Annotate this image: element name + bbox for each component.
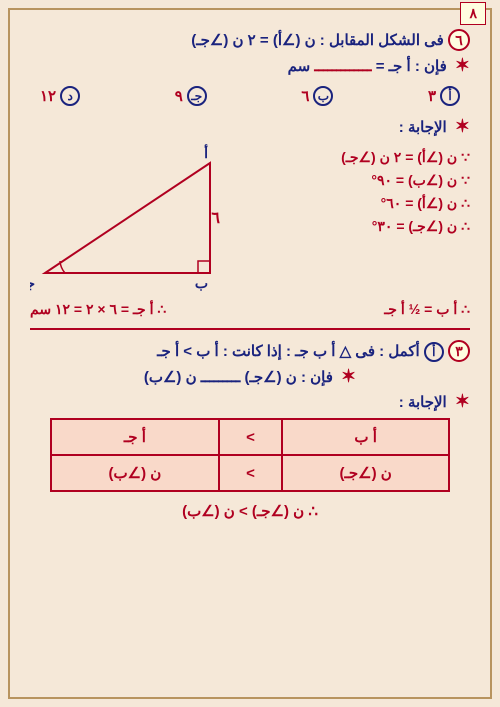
q2-given-text: فإن : ن (∠جـ) ـــــــــ ن (∠ب) xyxy=(144,369,333,386)
option-c: جـ ٩ xyxy=(175,86,207,106)
q2-final: ∴ ن (∠جـ) > ن (∠ب) xyxy=(30,502,470,520)
opt-c-value: ٩ xyxy=(175,87,183,105)
q1-number: ٦ xyxy=(448,29,470,51)
q1-given: ✶ فإن : أ جـ = ـــــــــــــ سم xyxy=(30,55,470,76)
table-wrap: أ ب > أ جـ ن (∠جـ) > ن (∠ب) xyxy=(30,418,470,492)
opt-d-letter: د xyxy=(60,86,80,106)
eq-2: ∵ ن (∠ب) = ٩٠° xyxy=(240,172,470,189)
vertex-br: ب xyxy=(195,275,208,291)
options-row: أ ٣ ب ٦ جـ ٩ د ١٢ xyxy=(30,80,470,112)
conclusion-row: ∴ أ ب = ½ أ جـ ∴ أ جـ = ٦ × ٢ = ١٢ سم xyxy=(30,301,470,318)
star-icon: ✶ xyxy=(455,391,470,411)
star-icon: ✶ xyxy=(341,366,356,386)
side-label: ٦ xyxy=(211,210,220,227)
option-d: د ١٢ xyxy=(40,86,80,106)
option-b: ب ٦ xyxy=(301,86,333,106)
q2-given: ✶ فإن : ن (∠جـ) ـــــــــ ن (∠ب) xyxy=(30,366,470,387)
separator xyxy=(30,328,470,330)
q2-text: أكمل : فى △ أ ب جـ : إذا كانت : أ ب > أ … xyxy=(157,343,420,360)
q2-answer-text: الإجابة : xyxy=(399,394,447,411)
q2-prompt: ٣ أ أكمل : فى △ أ ب جـ : إذا كانت : أ ب … xyxy=(30,340,470,362)
td-1: ن (∠جـ) xyxy=(282,455,449,491)
star-icon: ✶ xyxy=(455,55,470,75)
geometry-section: ∵ ن (∠أ) = ٢ ن (∠جـ) ∵ ن (∠ب) = ٩٠° ∴ ن … xyxy=(30,143,470,293)
star-icon: ✶ xyxy=(455,116,470,136)
table-row: ن (∠جـ) > ن (∠ب) xyxy=(51,455,449,491)
comparison-table: أ ب > أ جـ ن (∠جـ) > ن (∠ب) xyxy=(50,418,450,492)
table-row: أ ب > أ جـ xyxy=(51,419,449,455)
opt-b-value: ٦ xyxy=(301,87,309,105)
triangle-diagram: أ ب جـ ٦ xyxy=(30,143,240,293)
q2-answer-label: ✶ الإجابة : xyxy=(30,391,470,412)
th-3: أ جـ xyxy=(51,419,219,455)
eq-3: ∴ ن (∠أ) = ٦٠° xyxy=(240,195,470,212)
opt-b-letter: ب xyxy=(313,86,333,106)
conclusion-right: ∴ أ ب = ½ أ جـ xyxy=(384,301,470,318)
q1-answer-label: ✶ الإجابة : xyxy=(30,116,470,137)
q1-given-label: فإن : أ جـ = xyxy=(376,58,447,75)
equations: ∵ ن (∠أ) = ٢ ن (∠جـ) ∵ ن (∠ب) = ٩٠° ∴ ن … xyxy=(240,143,470,241)
td-2: > xyxy=(219,455,282,491)
eq-1: ∵ ن (∠أ) = ٢ ن (∠جـ) xyxy=(240,149,470,166)
eq-4: ∴ ن (∠جـ) = ٣٠° xyxy=(240,218,470,235)
th-2: > xyxy=(219,419,282,455)
page-number: ٨ xyxy=(460,2,486,25)
opt-d-value: ١٢ xyxy=(40,87,56,105)
opt-a-letter: أ xyxy=(440,86,460,106)
q1-unit: سم xyxy=(288,58,311,75)
q2-number: ٣ xyxy=(448,340,470,362)
sub-icon: أ xyxy=(424,342,444,362)
q1-text: فى الشكل المقابل : ن (∠أ) = ٢ ن (∠جـ) xyxy=(191,32,444,49)
vertex-bl: جـ xyxy=(30,275,35,291)
opt-c-letter: جـ xyxy=(187,86,207,106)
q1-answer-text: الإجابة : xyxy=(399,119,447,136)
vertex-top: أ xyxy=(204,143,208,161)
conclusion-left: ∴ أ جـ = ٦ × ٢ = ١٢ سم xyxy=(30,301,166,318)
th-1: أ ب xyxy=(282,419,449,455)
td-3: ن (∠ب) xyxy=(51,455,219,491)
opt-a-value: ٣ xyxy=(428,87,436,105)
option-a: أ ٣ xyxy=(428,86,460,106)
page-frame: ٨ ٦ فى الشكل المقابل : ن (∠أ) = ٢ ن (∠جـ… xyxy=(8,8,492,699)
q1-dotted: ـــــــــــــ xyxy=(314,58,371,75)
q1-prompt: ٦ فى الشكل المقابل : ن (∠أ) = ٢ ن (∠جـ) xyxy=(30,29,470,51)
